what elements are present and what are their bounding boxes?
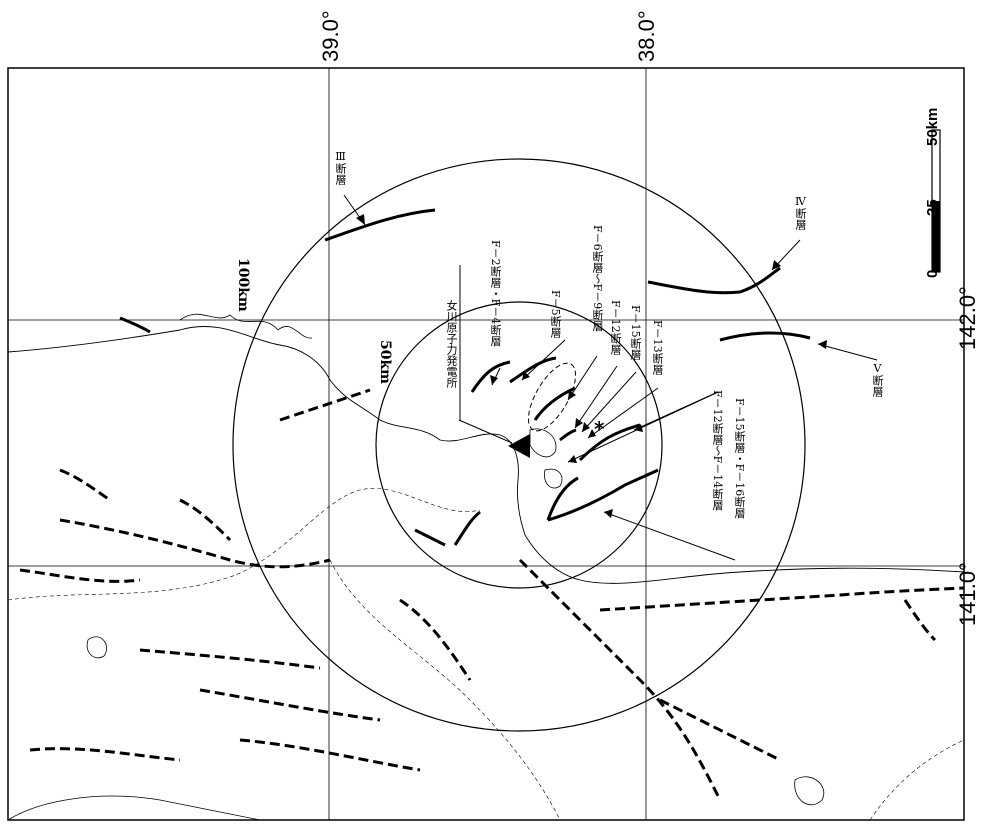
latitude-label-38: 38.0° xyxy=(634,10,659,62)
island-1 xyxy=(529,428,557,458)
onshore-fault xyxy=(279,388,371,422)
offshore-fault xyxy=(414,528,446,547)
coastline-south xyxy=(7,795,261,821)
onshore-faults xyxy=(19,388,965,801)
onshore-fault xyxy=(599,586,965,612)
coastline-detail xyxy=(179,313,313,339)
arrowhead-icon xyxy=(772,260,781,270)
onshore-fault xyxy=(239,738,421,772)
fault-label-f2-f4: F－2断層・F－4断層 xyxy=(489,240,502,347)
onshore-fault xyxy=(518,558,722,801)
onshore-fault xyxy=(29,747,181,762)
prefecture-boundary-2 xyxy=(329,559,561,821)
longitude-label-141: 141.0° xyxy=(955,562,980,626)
onshore-fault xyxy=(659,698,781,762)
offshore-fault xyxy=(119,316,151,334)
fault-f12-f14-trace xyxy=(578,423,641,462)
scale-bar xyxy=(931,129,941,273)
fault-label-f13: F－13断層 xyxy=(651,320,664,375)
arrowhead-icon xyxy=(490,375,498,385)
ring-label-50km: 50km xyxy=(377,340,393,384)
epicenter-asterisk-icon: * xyxy=(594,417,605,441)
fault-f2-f4-trace xyxy=(470,360,511,393)
fault-label-iv: Ⅳ断層 xyxy=(794,195,807,230)
f15-leader xyxy=(581,371,637,433)
fault-label-f15: F－15断層 xyxy=(629,305,642,360)
scale-label-50km: 50km xyxy=(924,107,941,146)
latitude-label-39: 39.0° xyxy=(318,10,343,62)
onshore-fault xyxy=(19,568,141,583)
onshore-fault xyxy=(179,498,232,542)
fault-label-f12: F－12断層 xyxy=(609,300,622,355)
offshore-faults xyxy=(119,208,811,547)
coastline xyxy=(7,326,965,584)
fault-label-f15-f16: F－15断層・F－16断層 xyxy=(733,398,746,519)
fault-label-f5: F－5断層 xyxy=(549,290,562,338)
longitude-label-142: 142.0° xyxy=(955,286,980,350)
fault-f15-f16-trace xyxy=(547,468,659,522)
onshore-fault xyxy=(59,518,331,569)
power-plant-marker-icon xyxy=(508,434,530,458)
arrowhead-icon xyxy=(818,340,827,349)
scale-label-25: 25 xyxy=(924,199,941,216)
onshore-fault xyxy=(903,599,937,642)
arrowhead-icon xyxy=(522,371,530,380)
island-3 xyxy=(86,636,107,659)
offshore-fault xyxy=(453,510,481,546)
onshore-fault xyxy=(199,688,381,722)
f12-leader xyxy=(574,365,618,429)
onshore-fault xyxy=(399,598,472,681)
site-leader xyxy=(458,419,513,444)
ring-label-100km: 100km xyxy=(235,258,251,312)
prefecture-boundary-1 xyxy=(7,488,481,601)
onshore-fault xyxy=(59,468,111,502)
arrowhead-icon xyxy=(582,422,590,432)
island-2 xyxy=(544,468,563,489)
arrowhead-icon xyxy=(604,509,613,518)
fault-f12-trace xyxy=(559,428,577,442)
arrowhead-icon xyxy=(568,390,576,400)
fault-v-leader xyxy=(817,343,878,361)
f12-f14-leader-2 xyxy=(567,391,719,463)
ring-50km xyxy=(375,301,663,589)
arrowhead-icon xyxy=(575,418,583,428)
onshore-fault xyxy=(139,648,321,670)
f5-leader xyxy=(521,339,566,381)
scale-label-zero: 0 xyxy=(924,269,941,278)
leader-arrowheads xyxy=(356,214,827,518)
fault-label-f12-f14: F－12断層～F－14断層 xyxy=(711,390,724,511)
arrowhead-icon xyxy=(356,214,365,225)
arrowhead-icon xyxy=(634,424,643,432)
fault-f6-f9-trace xyxy=(533,386,576,421)
leader-lines xyxy=(343,194,878,561)
fault-label-v: Ⅴ断層 xyxy=(871,362,884,397)
fault-f15-trace xyxy=(546,476,579,521)
f15-f16-leader xyxy=(603,511,736,561)
arrowhead-icon xyxy=(588,429,596,438)
site-label: 女川原子力発電所 xyxy=(445,300,458,388)
map-frame xyxy=(7,67,965,821)
f13-leader xyxy=(587,387,659,439)
fault-label-f6-f9: F－6断層～F－9断層 xyxy=(591,225,604,332)
fault-f5-trace xyxy=(509,356,557,384)
fault-iii-trace xyxy=(324,208,436,242)
f6-f9-leader xyxy=(567,355,598,401)
fault-iv-trace xyxy=(647,266,781,295)
ring-100km xyxy=(232,158,806,732)
scale-bar-filled xyxy=(932,201,940,272)
fault-label-iii: Ⅲ断層 xyxy=(334,150,347,185)
island-4 xyxy=(794,776,825,806)
prefecture-boundary-3 xyxy=(869,739,965,821)
arrowhead-icon xyxy=(568,455,577,463)
fault-v-trace xyxy=(719,331,811,342)
f6-f9-zone-ellipse xyxy=(527,362,577,432)
